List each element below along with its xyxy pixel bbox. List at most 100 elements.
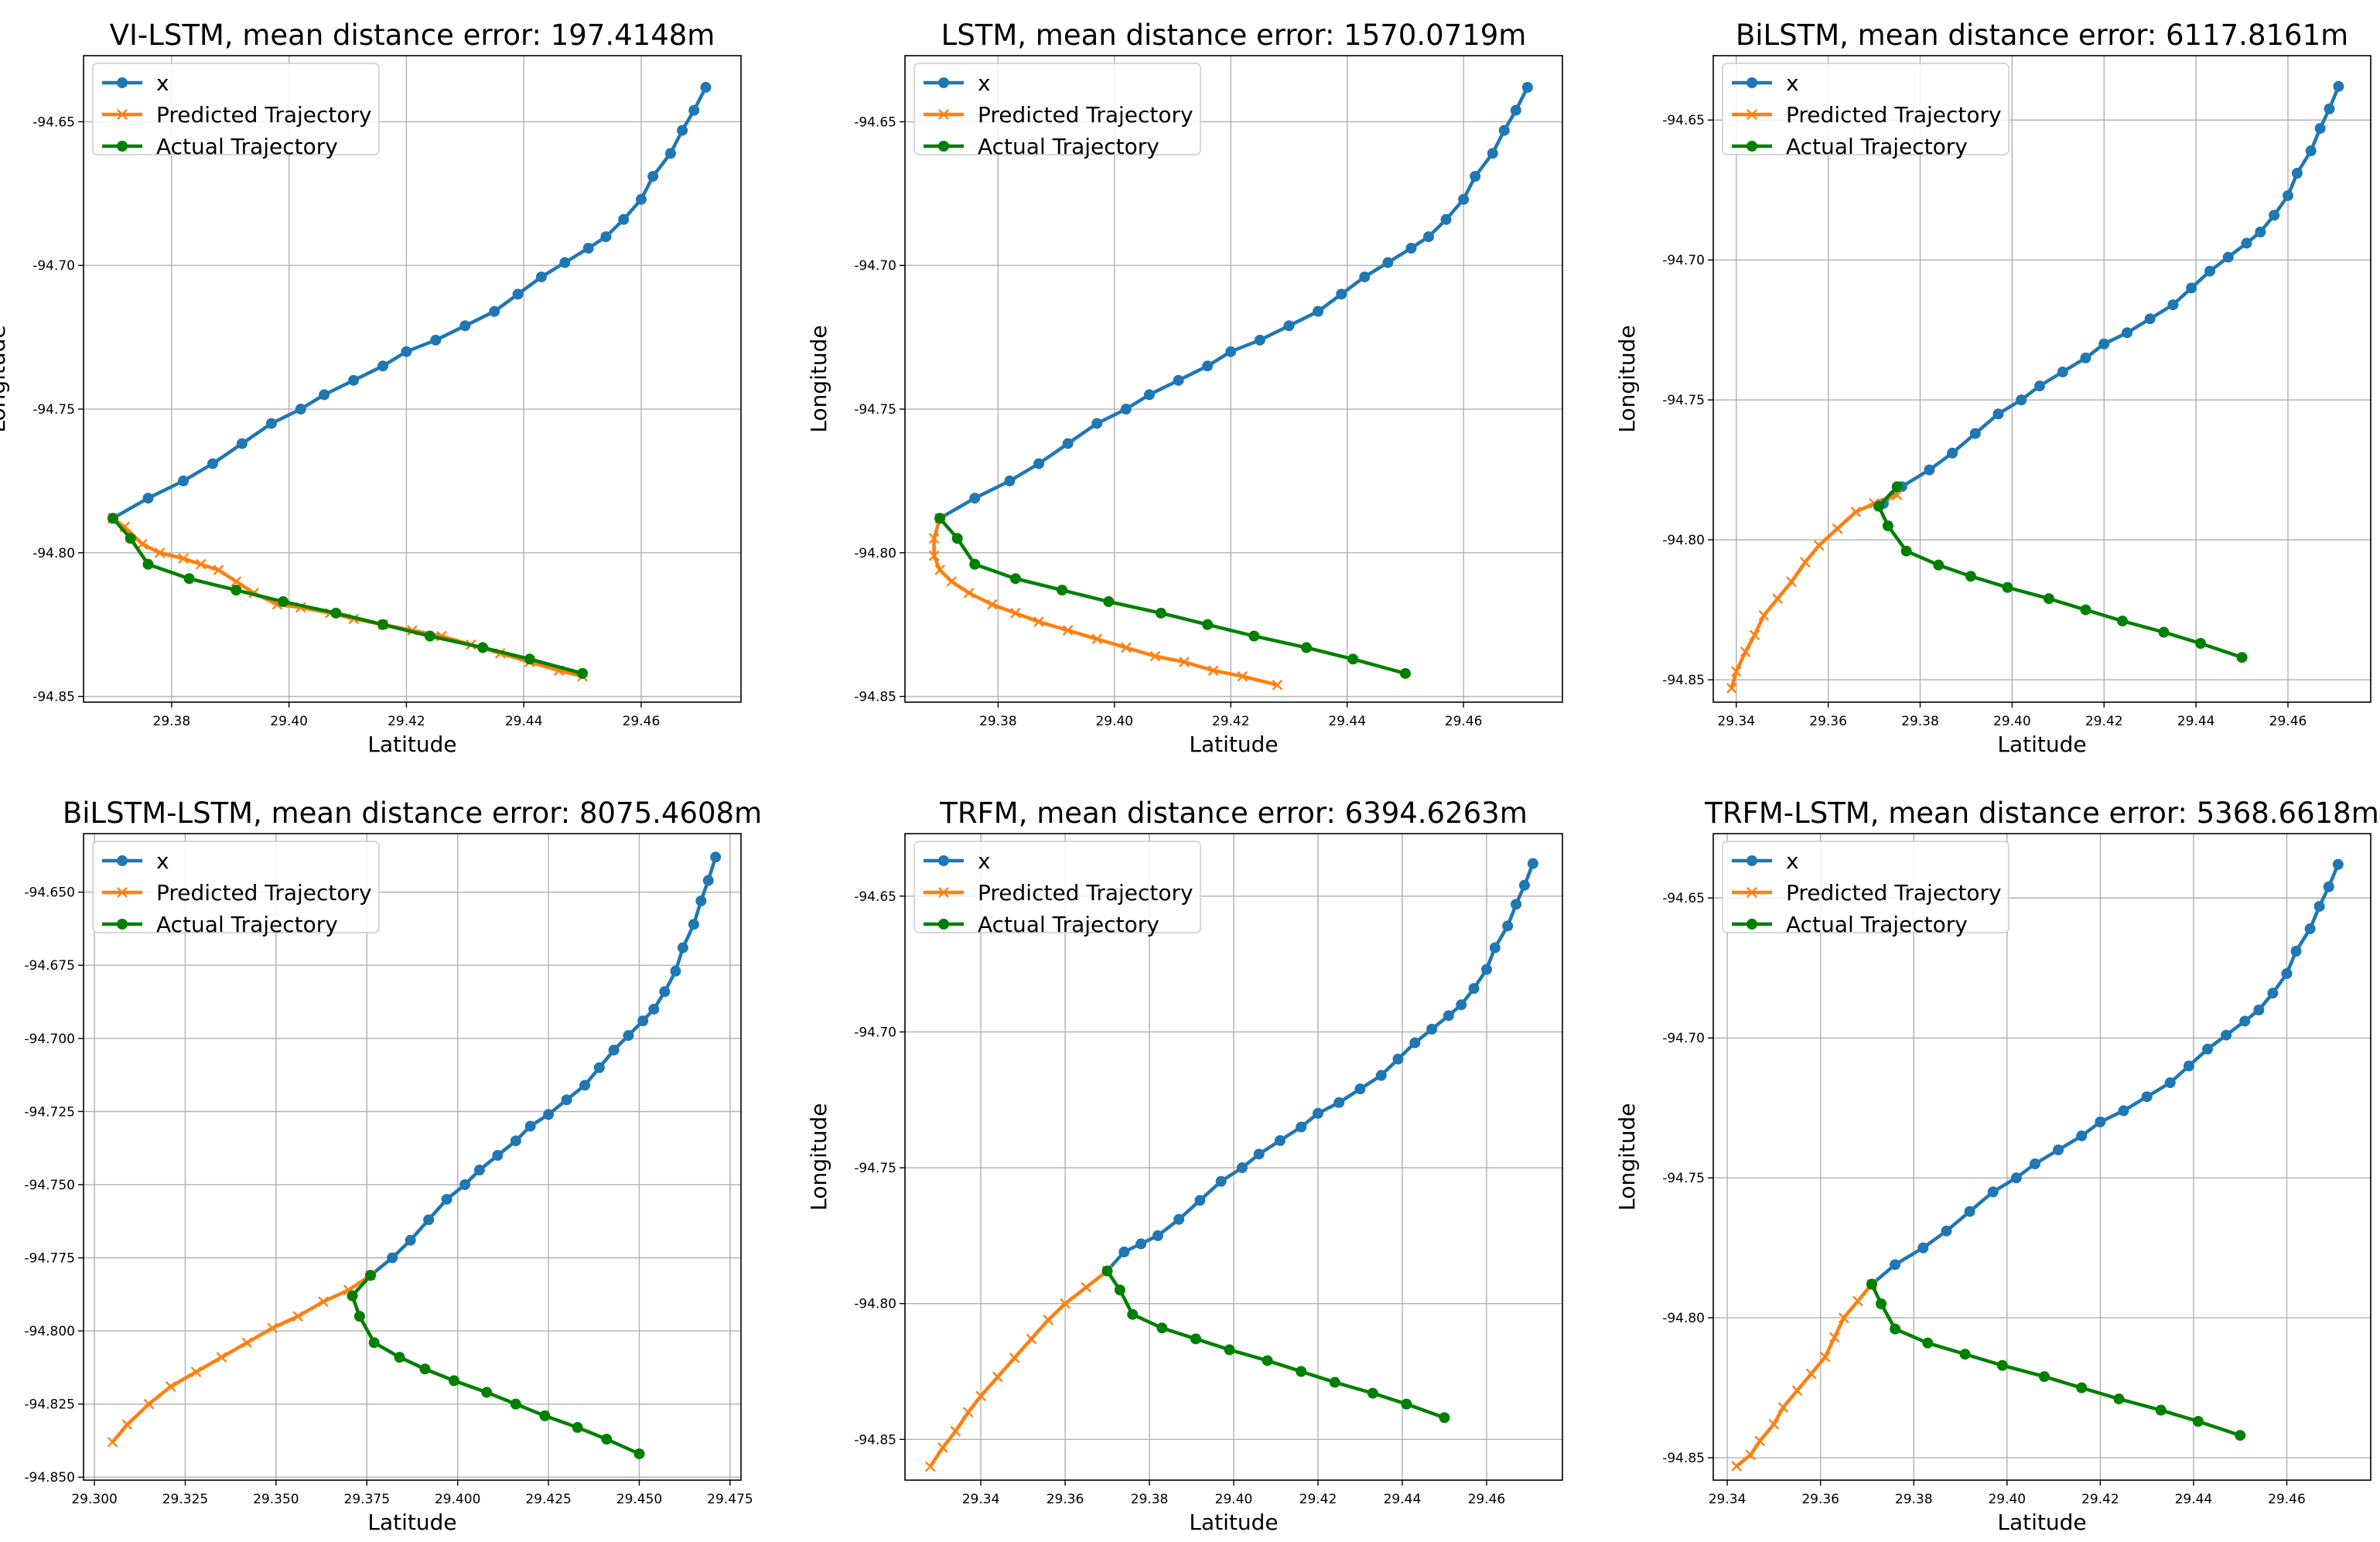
legend-circle-marker — [117, 919, 128, 930]
data-point — [1215, 1175, 1227, 1187]
data-point — [1959, 1349, 1971, 1360]
data-point — [107, 513, 118, 524]
data-point — [278, 595, 289, 607]
data-point-x-marker — [241, 1337, 253, 1349]
data-point-x-marker — [1062, 625, 1074, 636]
legend-circle-marker — [117, 855, 128, 866]
data-point — [695, 896, 707, 907]
data-point — [1367, 1387, 1378, 1399]
axes-frame — [1712, 55, 2371, 703]
data-point — [535, 271, 547, 283]
data-point — [330, 607, 342, 619]
data-point — [1333, 1097, 1345, 1108]
data-point — [1313, 305, 1324, 317]
data-point — [1458, 193, 1470, 205]
data-point — [2155, 1404, 2167, 1416]
legend-circle-marker — [938, 919, 949, 930]
y-tick-label: -94.75 — [1662, 1171, 1705, 1186]
data-point — [1965, 571, 1976, 582]
data-point — [512, 288, 524, 300]
data-point — [2039, 1371, 2050, 1383]
data-point — [1405, 242, 1417, 254]
chart-title: BiLSTM-LSTM, mean distance error: 8075.4… — [63, 797, 762, 830]
legend-label: x — [1786, 70, 1799, 96]
data-point — [1964, 1206, 1975, 1217]
y-tick-label: -94.775 — [24, 1251, 75, 1267]
series-group — [1726, 80, 2344, 694]
plot-area — [84, 56, 741, 702]
legend-label: Predicted Trajectory — [978, 102, 1193, 128]
legend-label: Actual Trajectory — [978, 134, 1159, 159]
x-tick-label: 29.46 — [2269, 714, 2307, 729]
data-point — [1873, 500, 1884, 512]
y-tick-label: -94.65 — [32, 114, 75, 130]
data-point — [1498, 125, 1510, 136]
data-point-x-marker — [1754, 1435, 1766, 1447]
x-tick-label: 29.46 — [1468, 1492, 1506, 1507]
data-point — [677, 125, 688, 136]
data-point — [659, 986, 671, 998]
data-point — [1296, 1121, 1307, 1133]
data-point — [1502, 920, 1514, 932]
y-tick-label: -94.70 — [854, 1025, 896, 1040]
data-point — [430, 334, 442, 346]
data-point — [2291, 168, 2303, 179]
data-point-x-marker — [121, 1419, 133, 1430]
data-point — [2080, 352, 2091, 363]
legend: x Predicted Trajectory Actual Trajectory — [1722, 841, 2010, 937]
data-point — [1329, 1377, 1340, 1388]
plot-area — [905, 56, 1562, 702]
data-point — [559, 257, 571, 268]
data-point — [1969, 428, 1981, 439]
y-tick-label: -94.750 — [24, 1178, 75, 1193]
data-point-x-marker — [1081, 1281, 1092, 1293]
data-point — [1173, 374, 1184, 386]
data-point — [577, 667, 589, 679]
legend-x-marker — [938, 109, 949, 120]
data-point — [1924, 464, 1935, 476]
y-tick-label: -94.65 — [1662, 113, 1705, 128]
data-point — [2202, 1043, 2214, 1055]
data-point — [1518, 879, 1530, 891]
legend-label: x — [978, 70, 991, 96]
x-axis-label: Latitude — [367, 732, 456, 757]
data-point — [1336, 288, 1347, 300]
legend-label: Predicted Trajectory — [156, 102, 372, 128]
chart-title: VI-LSTM, mean distance error: 197.4148m — [110, 19, 715, 52]
data-point — [1156, 1322, 1168, 1334]
legend-label: x — [1786, 848, 1799, 874]
data-point — [2076, 1382, 2088, 1394]
data-point — [1033, 458, 1045, 469]
legend-x-marker — [938, 887, 949, 898]
data-point — [2095, 1116, 2106, 1128]
data-point — [2305, 145, 2317, 157]
data-point-x-marker — [1731, 1461, 1742, 1472]
x-tick-label: 29.350 — [253, 1492, 299, 1507]
data-point — [1456, 999, 1467, 1011]
data-point-x-marker — [928, 550, 940, 561]
legend-label: Predicted Trajectory — [1786, 880, 2002, 906]
data-point-x-marker — [937, 1442, 948, 1453]
y-tick-label: -94.85 — [854, 690, 896, 705]
data-point — [1890, 1323, 1901, 1335]
data-point — [1202, 360, 1214, 372]
data-point — [593, 1062, 605, 1073]
data-point — [1392, 1053, 1404, 1065]
data-point — [2221, 1029, 2232, 1041]
data-point — [1987, 1186, 1999, 1198]
data-point — [618, 213, 630, 225]
legend-circle-marker — [938, 855, 949, 866]
data-point-x-marker — [1786, 576, 1797, 588]
x-tick-label: 29.42 — [388, 714, 425, 729]
data-point — [572, 1421, 583, 1433]
data-point-x-marker — [946, 576, 958, 587]
x-tick-label: 29.34 — [1709, 1492, 1747, 1507]
data-point — [424, 630, 435, 642]
data-point — [2057, 366, 2068, 377]
data-point — [394, 1352, 405, 1363]
data-point — [1933, 559, 1945, 571]
data-point — [364, 1270, 376, 1281]
data-point — [2192, 1416, 2204, 1427]
data-point — [2002, 582, 2013, 593]
data-point — [387, 1252, 398, 1264]
